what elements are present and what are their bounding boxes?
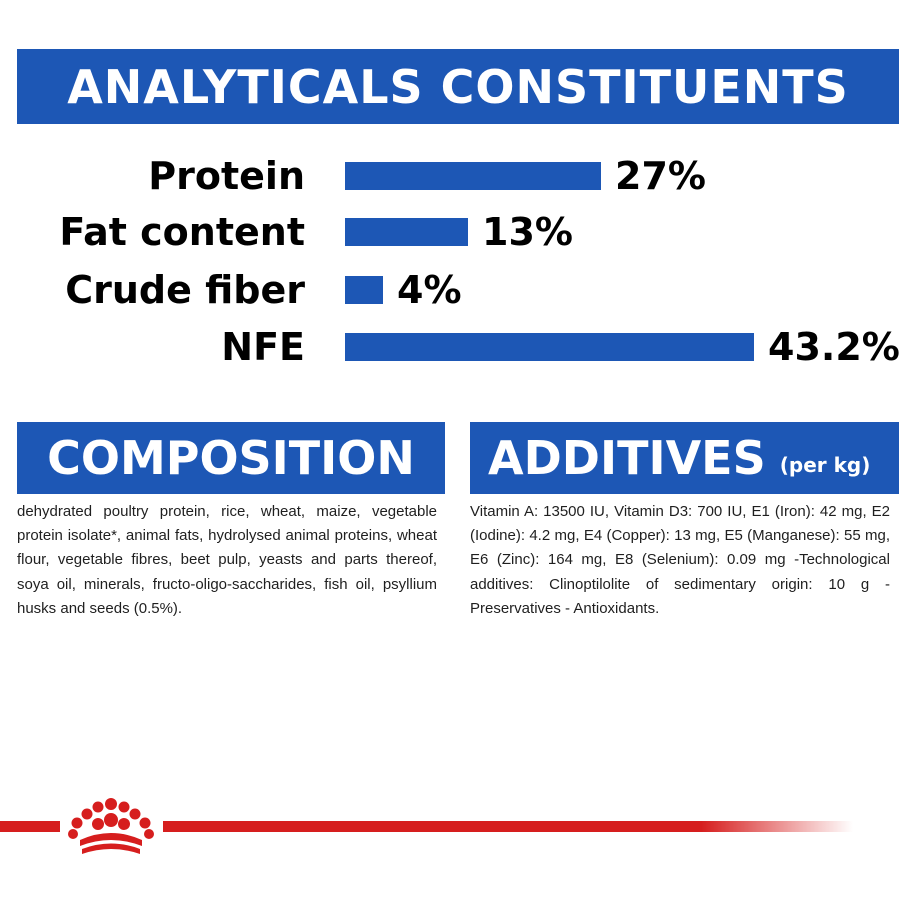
- additives-title: ADDITIVES: [488, 431, 766, 485]
- nutrient-bar: [345, 218, 468, 246]
- crown-icon: [68, 798, 154, 854]
- analyticals-banner: ANALYTICALS CONSTITUENTS: [17, 49, 899, 124]
- composition-text: dehydrated poultry protein, rice, wheat,…: [17, 503, 437, 617]
- nutrient-value: 27%: [615, 154, 706, 198]
- analyticals-title: ANALYTICALS CONSTITUENTS: [67, 59, 849, 114]
- nutrient-value: 4%: [397, 268, 462, 312]
- nutrient-bar: [345, 276, 383, 304]
- divider-line-left: [0, 821, 60, 832]
- divider-line-right: [163, 821, 853, 832]
- nutrient-label: Fat content: [59, 210, 305, 254]
- additives-text: Vitamin A: 13500 IU, Vitamin D3: 700 IU,…: [470, 503, 890, 617]
- composition-title: COMPOSITION: [47, 431, 415, 485]
- composition-banner: COMPOSITION: [17, 422, 445, 494]
- nutrient-value: 43.2%: [768, 325, 900, 369]
- nutrient-bar: [345, 333, 754, 361]
- nutrient-label: Crude fiber: [65, 268, 305, 312]
- nutrient-label: Protein: [148, 154, 305, 198]
- additives-banner: ADDITIVES (per kg): [470, 422, 899, 494]
- nutrient-label: NFE: [221, 325, 305, 369]
- additives-subtitle: (per kg): [779, 453, 871, 477]
- nutrient-value: 13%: [482, 210, 573, 254]
- nutrient-bar: [345, 162, 601, 190]
